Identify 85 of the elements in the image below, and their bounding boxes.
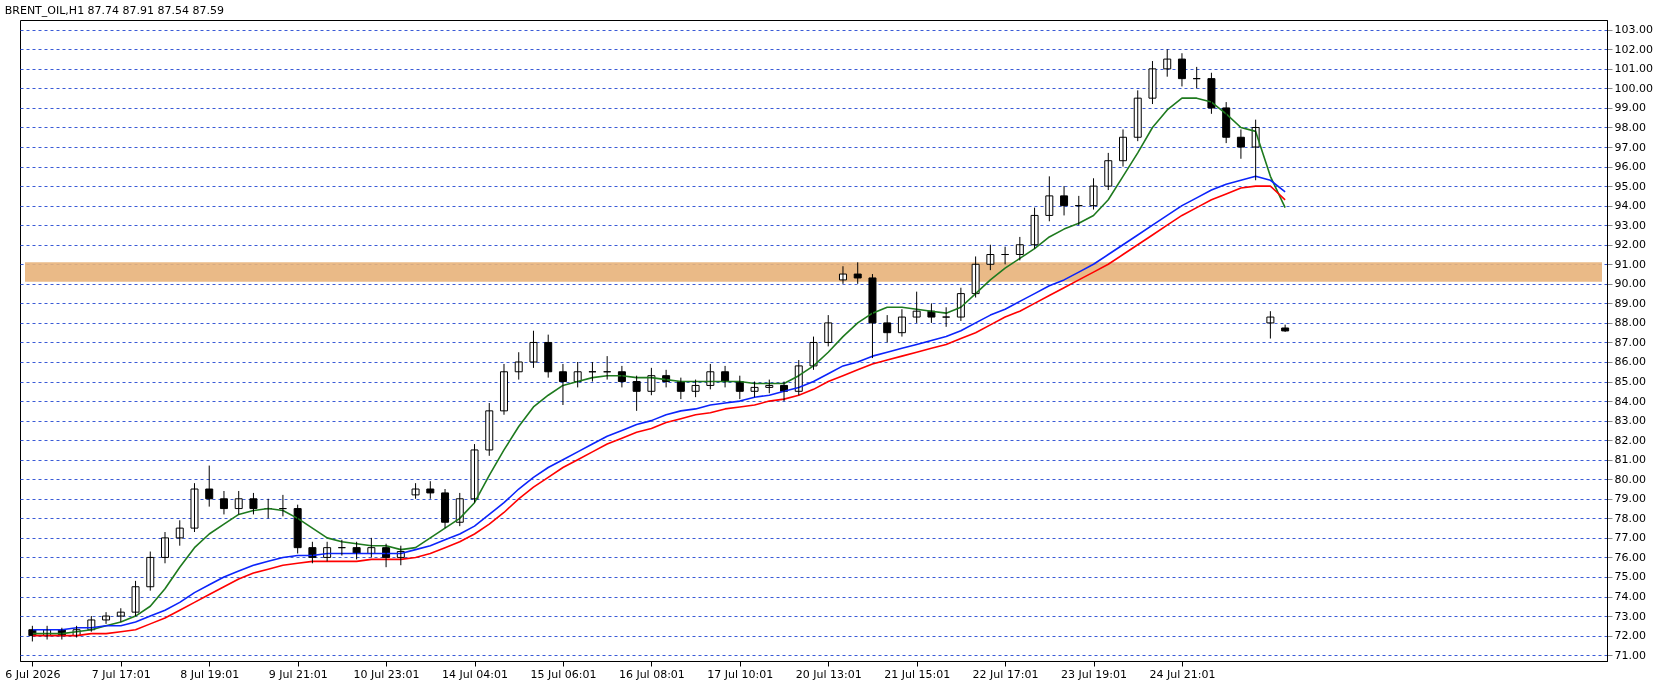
candlestick (249, 492, 258, 515)
candlestick (1015, 236, 1024, 261)
candlestick (485, 402, 494, 457)
y-tick-label: 99.00 (1614, 101, 1646, 115)
candlestick (205, 465, 214, 508)
x-tick-label: 7 Jul 17:01 (91, 667, 151, 681)
candlestick (234, 490, 243, 515)
candlestick (632, 375, 641, 412)
y-tick-label: 75.00 (1614, 570, 1646, 584)
y-tick-label: 74.00 (1614, 590, 1646, 604)
y-tick-label: 76.00 (1614, 550, 1646, 564)
y-tick-label: 79.00 (1614, 492, 1646, 506)
x-tick-label: 8 Jul 19:01 (180, 667, 240, 681)
candlestick (1281, 324, 1290, 333)
candlestick (868, 273, 877, 359)
y-tick-label: 82.00 (1614, 433, 1646, 447)
x-tick-label: 10 Jul 23:01 (353, 667, 420, 681)
y-tick-label: 92.00 (1614, 238, 1646, 252)
y-tick-label: 84.00 (1614, 394, 1646, 408)
candlestick (1045, 175, 1054, 222)
chart-title: BRENT_OIL,H1 87.74 87.91 87.54 87.59 (4, 4, 225, 17)
candlestick (853, 261, 862, 285)
candlestick (883, 314, 892, 343)
candlestick (1104, 152, 1113, 191)
y-tick-label: 77.00 (1614, 531, 1646, 545)
y-tick-label: 72.00 (1614, 629, 1646, 643)
y-tick-label: 97.00 (1614, 140, 1646, 154)
y-tick-label: 83.00 (1614, 414, 1646, 428)
y-tick-label: 87.00 (1614, 335, 1646, 349)
y-tick-label: 95.00 (1614, 179, 1646, 193)
x-tick-label: 20 Jul 13:01 (795, 667, 862, 681)
x-tick-label: 6 Jul 2026 (5, 667, 61, 681)
y-tick-label: 91.00 (1614, 257, 1646, 271)
candlestick (986, 244, 995, 271)
y-tick-label: 80.00 (1614, 472, 1646, 486)
y-tick-label: 98.00 (1614, 120, 1646, 134)
x-tick-label: 14 Jul 04:01 (442, 667, 508, 681)
x-tick-label: 9 Jul 21:01 (268, 667, 328, 681)
y-tick-label: 85.00 (1614, 375, 1646, 389)
candlestick (529, 330, 538, 369)
x-tick-label: 15 Jul 06:01 (530, 667, 597, 681)
candlestick (824, 314, 833, 347)
y-tick-label: 94.00 (1614, 199, 1646, 213)
candlestick (116, 607, 125, 623)
y-tick-label: 86.00 (1614, 355, 1646, 369)
x-tick-label: 22 Jul 17:01 (972, 667, 1039, 681)
y-tick-label: 89.00 (1614, 296, 1646, 310)
y-tick-label: 73.00 (1614, 609, 1646, 623)
candlestick (131, 580, 140, 617)
y-tick-label: 78.00 (1614, 511, 1646, 525)
candlestick (809, 336, 818, 371)
candlestick (1148, 60, 1157, 105)
x-tick-label: 16 Jul 08:01 (618, 667, 685, 681)
y-tick-label: 103.00 (1614, 23, 1653, 37)
x-tick-label: 23 Jul 19:01 (1061, 667, 1128, 681)
y-tick-label: 81.00 (1614, 453, 1646, 467)
x-tick-label: 21 Jul 15:01 (884, 667, 951, 681)
candlestick (691, 379, 700, 398)
candlestick (426, 480, 435, 500)
candlestick (647, 367, 656, 396)
y-tick-label: 102.00 (1614, 42, 1653, 56)
candlestick (102, 611, 111, 625)
candlestick (1089, 177, 1098, 211)
candlestick (1266, 310, 1275, 340)
candlestick (912, 291, 921, 324)
candlestick (1207, 72, 1216, 115)
candlestick (175, 519, 184, 547)
candlestick (971, 255, 980, 299)
y-tick-label: 88.00 (1614, 316, 1646, 330)
candlestick (514, 351, 523, 381)
candlestick (750, 381, 759, 398)
y-tick-label: 93.00 (1614, 218, 1646, 232)
y-tick-label: 101.00 (1614, 62, 1653, 76)
candlestick (1030, 207, 1039, 250)
x-tick-label: 24 Jul 21:01 (1149, 667, 1216, 681)
candlestick (1163, 48, 1172, 78)
x-tick-label: 17 Jul 10:01 (707, 667, 774, 681)
candlestick (411, 482, 420, 500)
candlestick (765, 379, 774, 394)
candlestick (470, 443, 479, 504)
y-tick-label: 96.00 (1614, 160, 1646, 174)
candlestick (190, 482, 199, 533)
y-tick-label: 71.00 (1614, 648, 1646, 662)
y-tick-label: 100.00 (1614, 81, 1653, 95)
y-tick-label: 90.00 (1614, 277, 1646, 291)
